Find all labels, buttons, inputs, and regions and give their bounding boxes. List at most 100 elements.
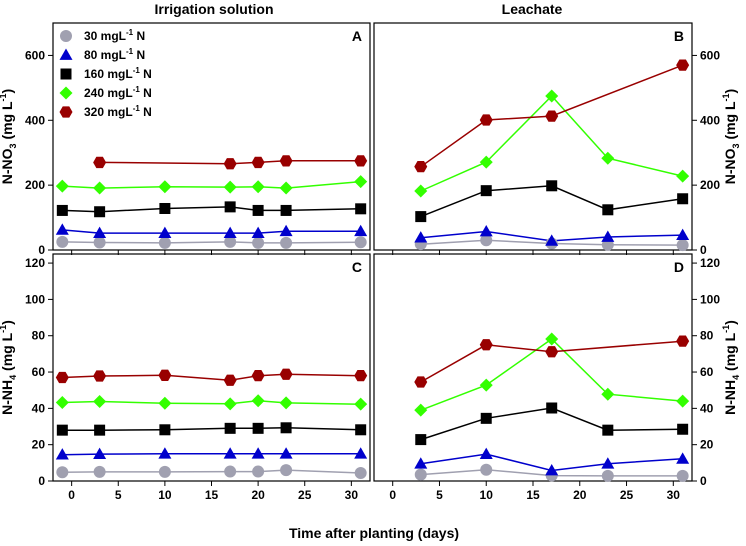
y-tick-label: 120 bbox=[700, 256, 720, 270]
legend-label: 80 mgL-1 N bbox=[84, 47, 145, 62]
data-point-hexagon bbox=[251, 370, 265, 382]
y-axis-label-d: N-NH4 (mg L-1) bbox=[721, 320, 741, 415]
data-point-diamond bbox=[223, 397, 237, 411]
series-line-hexagon bbox=[62, 373, 361, 381]
data-point-diamond bbox=[479, 378, 493, 392]
data-point-triangle bbox=[545, 234, 559, 246]
series-line-triangle bbox=[62, 229, 361, 234]
y-tick-label: 600 bbox=[700, 48, 720, 62]
y-tick-label: 60 bbox=[32, 365, 46, 379]
legend: 30 mgL-1 N 80 mgL-1 N 160 mgL-1 N 240 mgL-1… bbox=[59, 28, 152, 119]
data-point-triangle bbox=[93, 447, 107, 459]
x-tick-label: 0 bbox=[389, 488, 396, 502]
data-point-triangle bbox=[354, 447, 368, 459]
data-point-diamond bbox=[601, 387, 615, 401]
data-point-circle bbox=[56, 235, 69, 248]
panel-letter-a: A bbox=[352, 28, 362, 44]
data-point-hexagon bbox=[354, 155, 368, 167]
data-point-square bbox=[252, 204, 264, 216]
y-tick-label: 400 bbox=[700, 113, 720, 127]
y-tick-label: 600 bbox=[25, 48, 45, 62]
data-point-square bbox=[159, 202, 171, 214]
y-tick-label: 20 bbox=[32, 438, 46, 452]
data-point-circle bbox=[480, 463, 493, 476]
data-point-diamond bbox=[414, 403, 428, 417]
legend-label: 160 mgL-1 N bbox=[84, 66, 152, 81]
y-tick-label: 40 bbox=[700, 401, 714, 415]
y-axis-label-c: N-NH4 (mg L-1) bbox=[0, 320, 18, 415]
legend-label: 240 mgL-1 N bbox=[84, 85, 152, 100]
series-line-circle bbox=[62, 469, 361, 474]
data-point-square bbox=[224, 201, 236, 213]
y-tick-label: 200 bbox=[700, 178, 720, 192]
data-point-hexagon bbox=[93, 370, 107, 382]
data-point-diamond bbox=[93, 394, 107, 408]
data-point-circle bbox=[56, 466, 69, 479]
data-point-triangle bbox=[676, 452, 690, 464]
data-point-square bbox=[252, 422, 264, 434]
data-point-square bbox=[415, 211, 427, 223]
series-line-circle bbox=[62, 241, 361, 244]
x-tick-label: 20 bbox=[573, 488, 587, 502]
data-point-square bbox=[355, 203, 367, 215]
legend-marker-circle bbox=[60, 30, 72, 42]
legend-marker-triangle bbox=[59, 48, 73, 60]
series-line-diamond bbox=[420, 94, 683, 192]
data-point-triangle bbox=[545, 463, 559, 476]
data-point-square bbox=[94, 206, 106, 218]
data-point-triangle bbox=[279, 224, 293, 237]
data-point-triangle bbox=[158, 447, 172, 459]
x-tick-label: 15 bbox=[205, 488, 219, 502]
x-tick-label: 30 bbox=[345, 488, 359, 502]
data-point-hexagon bbox=[414, 161, 428, 173]
data-point-square bbox=[159, 424, 171, 436]
x-tick-label: 10 bbox=[158, 488, 172, 502]
x-tick-label: 25 bbox=[620, 488, 634, 502]
y-tick-label: 200 bbox=[25, 178, 45, 192]
data-point-circle bbox=[224, 235, 237, 248]
legend-marker-diamond bbox=[59, 86, 73, 100]
data-point-circle bbox=[676, 239, 689, 252]
data-point-diamond bbox=[354, 397, 368, 411]
data-point-diamond bbox=[676, 169, 690, 183]
series-line-hexagon bbox=[420, 64, 683, 168]
x-tick-label: 0 bbox=[68, 488, 75, 502]
data-point-triangle bbox=[55, 223, 69, 235]
plot-frame bbox=[52, 253, 371, 482]
data-point-triangle bbox=[479, 447, 493, 459]
data-point-hexagon bbox=[545, 110, 559, 122]
data-point-diamond bbox=[479, 155, 493, 169]
data-point-triangle bbox=[601, 457, 615, 469]
panel-b: 0 200 400 600 B N-NO3 (mg L-1) bbox=[373, 22, 741, 257]
data-point-diamond bbox=[545, 89, 559, 103]
data-point-hexagon bbox=[223, 374, 237, 386]
data-point-circle bbox=[414, 468, 427, 481]
data-point-circle bbox=[93, 236, 106, 249]
data-point-circle bbox=[354, 236, 367, 249]
plot-frame bbox=[373, 253, 693, 482]
data-point-triangle bbox=[251, 447, 265, 459]
col-title-leachate: Leachate bbox=[502, 1, 563, 17]
panel-a: 0 200 400 600 A N-NO3 (mg L-1) bbox=[0, 22, 371, 257]
y-tick-label: 0 bbox=[700, 243, 707, 257]
col-title-irrigation: Irrigation solution bbox=[155, 1, 274, 17]
data-point-diamond bbox=[158, 396, 172, 410]
data-point-square bbox=[546, 402, 558, 414]
legend-label: 320 mgL-1 N bbox=[84, 104, 152, 119]
data-point-square bbox=[280, 204, 292, 216]
series-line-diamond bbox=[62, 399, 361, 405]
panel-letter-c: C bbox=[352, 259, 362, 275]
y-tick-label: 0 bbox=[700, 474, 707, 488]
y-tick-label: 40 bbox=[32, 401, 46, 415]
x-tick-label: 25 bbox=[298, 488, 312, 502]
data-point-square bbox=[602, 424, 614, 436]
data-point-triangle bbox=[279, 447, 293, 459]
data-point-hexagon bbox=[158, 369, 172, 381]
data-point-diamond bbox=[55, 179, 69, 193]
data-point-diamond bbox=[93, 181, 107, 195]
data-point-square bbox=[94, 424, 106, 436]
data-point-square bbox=[677, 193, 689, 205]
data-point-hexagon bbox=[93, 156, 107, 169]
data-point-hexagon bbox=[55, 371, 69, 384]
